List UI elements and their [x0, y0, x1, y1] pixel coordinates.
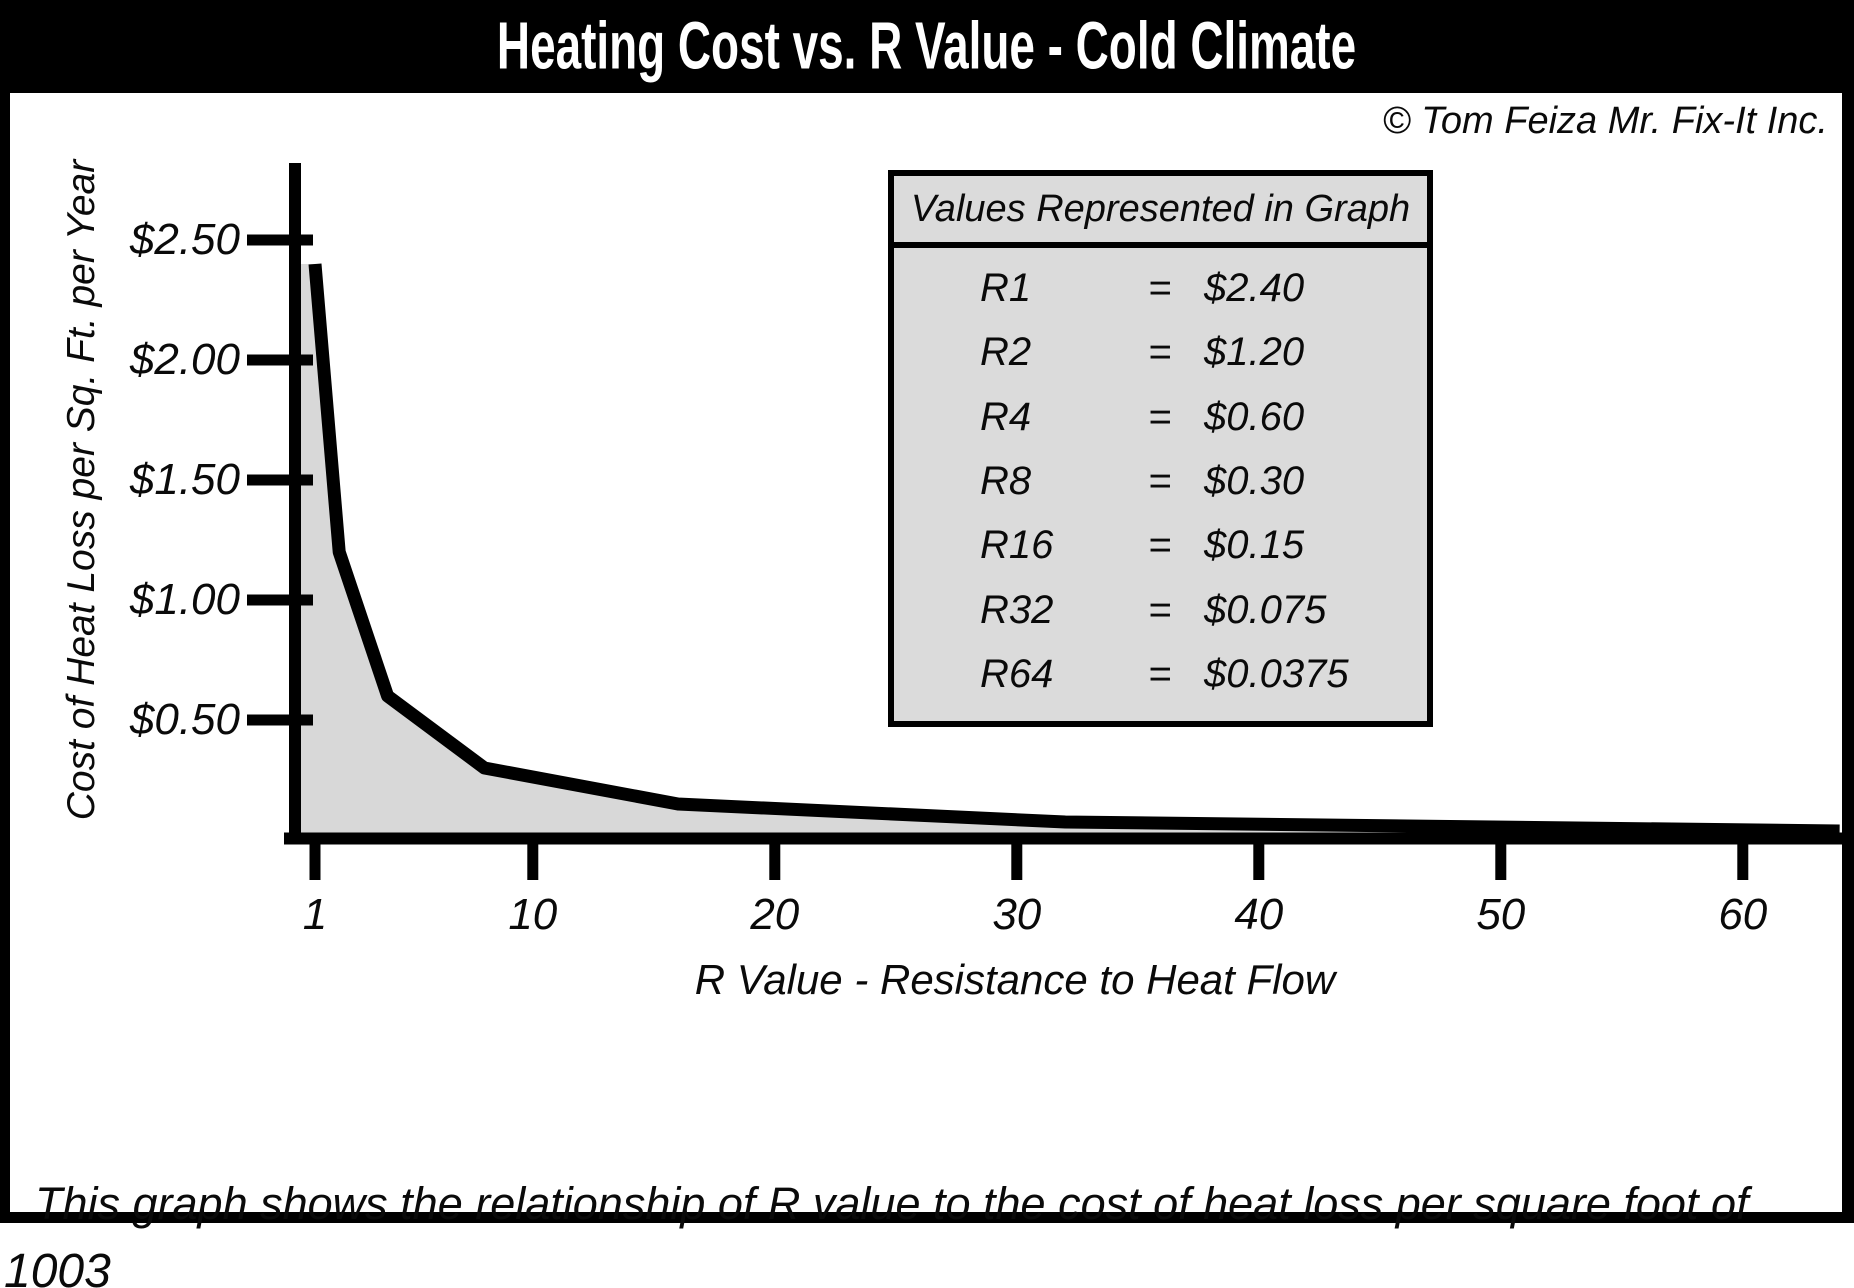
legend-r-label: R1	[980, 265, 1032, 310]
legend-value: $2.40	[1204, 265, 1305, 310]
figure-number: 1003	[4, 1245, 111, 1288]
x-tick-label: 40	[1234, 890, 1284, 939]
legend-equals: =	[1148, 523, 1172, 568]
legend-header: Values Represented in Graph	[894, 176, 1427, 248]
legend-value: $1.20	[1204, 330, 1305, 375]
legend-equals: =	[1148, 458, 1172, 503]
legend-equals: =	[1148, 394, 1172, 439]
legend-r-label: R64	[980, 652, 1054, 697]
legend-value: $0.075	[1204, 587, 1327, 632]
legend-value: $0.30	[1204, 458, 1305, 503]
x-tick-label: 10	[508, 890, 558, 939]
x-tick-label: 60	[1718, 890, 1768, 939]
legend-row: R32 = $0.075	[894, 578, 1427, 642]
x-axis-title: R Value - Resistance to Heat Flow	[694, 956, 1336, 1003]
y-tick-label: $1.50	[129, 455, 240, 504]
caption: This graph shows the relationship of R v…	[35, 1056, 1830, 1288]
y-tick-label: $2.50	[129, 215, 240, 264]
x-tick-label: 30	[992, 890, 1042, 939]
legend-box: Values Represented in Graph R1 = $2.40 R…	[888, 170, 1433, 727]
title-bar: Heating Cost vs. R Value - Cold Climate	[0, 0, 1854, 93]
legend-row: R64 = $0.0375	[894, 643, 1427, 707]
caption-line-1: This graph shows the relationship of R v…	[35, 1178, 1749, 1229]
legend-body: R1 = $2.40 R2 = $1.20 R4 = $0.60 R8 = $0…	[894, 248, 1427, 721]
legend-equals: =	[1148, 265, 1172, 310]
legend-r-label: R32	[980, 587, 1054, 632]
legend-row: R2 = $1.20	[894, 320, 1427, 384]
x-tick-label: 1	[302, 890, 328, 939]
chart-title: Heating Cost vs. R Value - Cold Climate	[497, 9, 1357, 84]
legend-r-label: R2	[980, 330, 1032, 375]
y-tick-label: $2.00	[129, 335, 240, 384]
y-tick-label: $1.00	[129, 575, 240, 624]
legend-equals: =	[1148, 652, 1172, 697]
legend-r-label: R16	[980, 523, 1054, 568]
legend-value: $0.15	[1204, 523, 1305, 568]
legend-row: R16 = $0.15	[894, 514, 1427, 578]
legend-row: R8 = $0.30	[894, 449, 1427, 513]
legend-equals: =	[1148, 330, 1172, 375]
legend-value: $0.60	[1204, 394, 1305, 439]
x-tick-label: 20	[750, 890, 800, 939]
legend-row: R4 = $0.60	[894, 385, 1427, 449]
copyright-text: © Tom Feiza Mr. Fix-It Inc.	[1382, 100, 1828, 142]
y-tick-label: $0.50	[129, 695, 240, 744]
legend-equals: =	[1148, 587, 1172, 632]
legend-value: $0.0375	[1204, 652, 1349, 697]
legend-r-label: R8	[980, 458, 1032, 503]
legend-r-label: R4	[980, 394, 1032, 439]
legend-row: R1 = $2.40	[894, 256, 1427, 320]
x-tick-label: 50	[1476, 890, 1526, 939]
